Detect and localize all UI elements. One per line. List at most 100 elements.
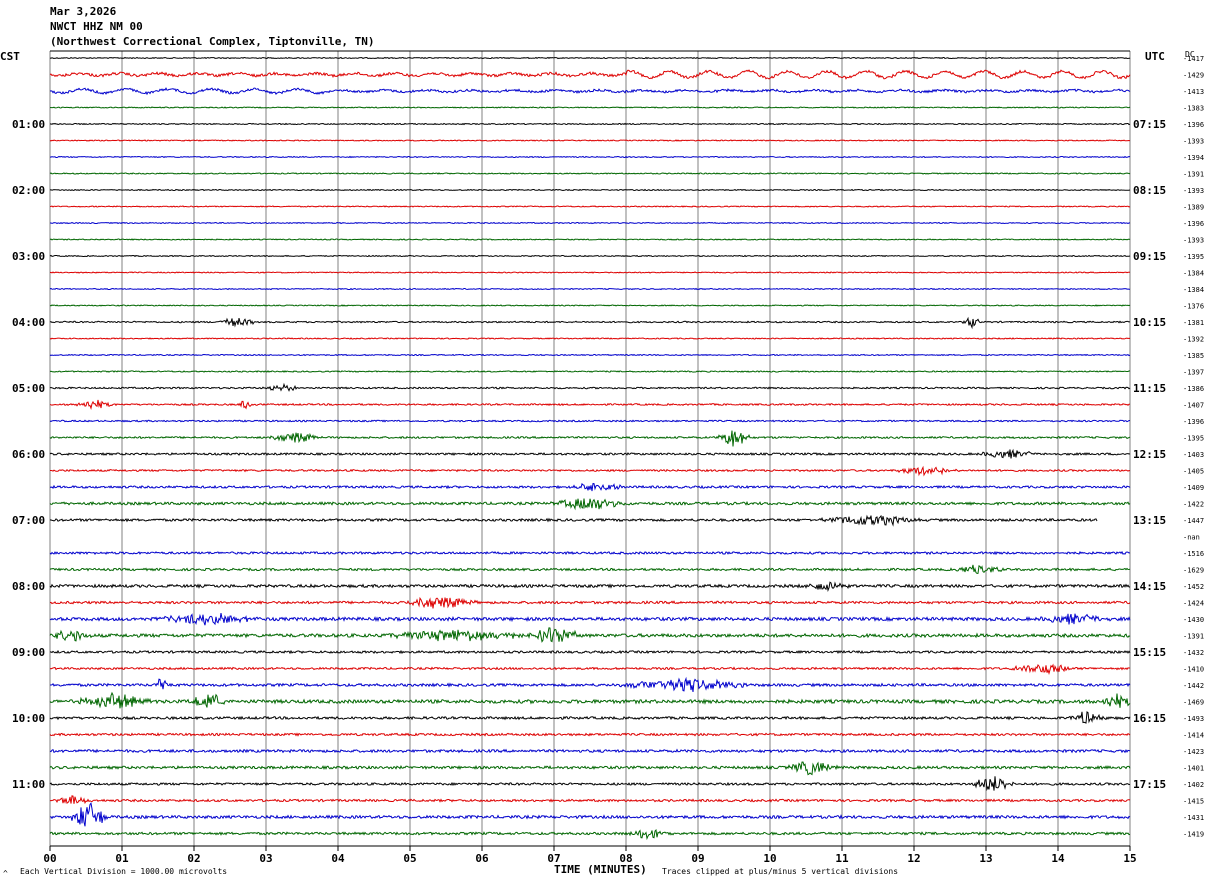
seismic-trace [49,271,1131,274]
dc-offset-label: -1401 [1183,765,1204,773]
utc-hour-label: 08:15 [1133,184,1166,197]
cst-hour-label: 01:00 [12,118,45,131]
dc-offset-label: -1389 [1183,204,1204,212]
footer-corner-mark: ^ [3,869,8,878]
seismic-trace [49,337,1131,340]
seismic-trace [49,430,1131,447]
dc-offset-label: -1414 [1183,732,1204,740]
dc-offset-label: -nan [1183,534,1200,542]
dc-offset-label: -1395 [1183,435,1204,443]
x-tick-label: 01 [115,852,129,865]
x-tick-label: 03 [259,852,272,865]
seismic-trace [49,581,1131,592]
x-tick-label: 12 [907,852,920,865]
seismic-trace [49,69,1131,80]
dc-offset-label: -1393 [1183,138,1204,146]
utc-hour-label: 16:15 [1133,712,1166,725]
seismic-trace [49,748,1131,754]
cst-hour-label: 04:00 [12,316,45,329]
header-station: NWCT HHZ NM 00 [50,20,143,33]
utc-hour-label: 14:15 [1133,580,1166,593]
dc-offset-label: -1430 [1183,616,1204,624]
utc-hour-label: 12:15 [1133,448,1166,461]
dc-offset-label: -1405 [1183,468,1204,476]
header-date: Mar 3,2026 [50,5,117,18]
dc-offset-label: -1417 [1183,55,1204,63]
seismic-trace [49,353,1131,357]
seismic-trace [49,87,1131,96]
seismic-trace [49,795,1131,805]
dc-offset-label: -1384 [1183,270,1204,278]
dc-offset-label: -1413 [1183,88,1204,96]
dc-offset-label: -1407 [1183,402,1204,410]
seismic-trace [49,316,1131,330]
right-timezone-label: UTC [1145,50,1165,63]
seismic-trace [49,596,1131,609]
dc-offset-label: -1423 [1183,748,1204,756]
dc-offset-label: -1493 [1183,715,1204,723]
seismic-trace [49,711,1131,724]
dc-offset-label: -1397 [1183,369,1204,377]
seismic-trace [49,106,1131,109]
seismic-trace [49,550,1131,556]
seismic-trace [49,732,1131,737]
dc-offset-label: -1403 [1183,451,1204,459]
dc-offset-label: -1415 [1183,798,1204,806]
dc-offset-label: -1386 [1183,385,1204,393]
dc-offset-label: -1442 [1183,682,1204,690]
dc-offset-label: -1431 [1183,814,1204,822]
dc-offset-label: -1409 [1183,484,1204,492]
seismic-trace [49,205,1131,208]
dc-offset-label: -1396 [1183,418,1204,426]
footer-clip-note: Traces clipped at plus/minus 5 vertical … [662,867,899,876]
dc-offset-label: -1391 [1183,633,1204,641]
cst-hour-label: 10:00 [12,712,45,725]
seismic-trace [49,370,1131,373]
seismic-trace [49,801,1131,827]
x-tick-label: 07 [547,852,560,865]
dc-offset-label: -1429 [1183,72,1204,80]
dc-offset-label: -1393 [1183,187,1204,195]
cst-hour-label: 08:00 [12,580,45,593]
dc-column-label: DC [1185,50,1195,59]
seismic-trace [49,419,1131,423]
dc-offset-label: -1393 [1183,237,1204,245]
cst-hour-label: 05:00 [12,382,45,395]
cst-hour-label: 09:00 [12,646,45,659]
cst-hour-label: 02:00 [12,184,45,197]
seismic-trace [49,649,1131,655]
dc-offset-label: -1381 [1183,319,1204,327]
seismic-trace [49,776,1131,791]
utc-hour-label: 13:15 [1133,514,1166,527]
dc-offset-label: -1432 [1183,649,1204,657]
x-tick-label: 13 [979,852,992,865]
x-tick-label: 00 [43,852,56,865]
dc-offset-label: -1394 [1183,154,1204,162]
x-tick-label: 14 [1051,852,1065,865]
seismic-trace [49,172,1131,175]
dc-offset-label: -1384 [1183,286,1204,294]
x-tick-label: 04 [331,852,345,865]
seismic-trace [49,155,1131,159]
x-tick-label: 02 [187,852,200,865]
x-tick-label: 05 [403,852,416,865]
footer-scale-note: Each Vertical Division = 1000.00 microvo… [20,867,228,876]
cst-hour-label: 07:00 [12,514,45,527]
utc-hour-label: 09:15 [1133,250,1166,263]
seismic-trace [50,221,1131,225]
utc-hour-label: 15:15 [1133,646,1166,659]
seismic-trace [49,663,1131,676]
seismic-trace [49,498,1131,511]
x-axis-title: TIME (MINUTES) [554,863,647,876]
seismic-trace [49,56,1131,60]
dc-offset-label: -1422 [1183,501,1204,509]
seismic-trace [50,676,1131,692]
dc-offset-label: -1629 [1183,567,1204,575]
utc-hour-label: 17:15 [1133,778,1166,791]
dc-offset-label: -1410 [1183,666,1204,674]
seismic-trace [49,382,1131,392]
dc-offset-label: -1396 [1183,220,1204,228]
seismic-trace [49,691,1131,709]
dc-offset-label: -1395 [1183,253,1204,261]
